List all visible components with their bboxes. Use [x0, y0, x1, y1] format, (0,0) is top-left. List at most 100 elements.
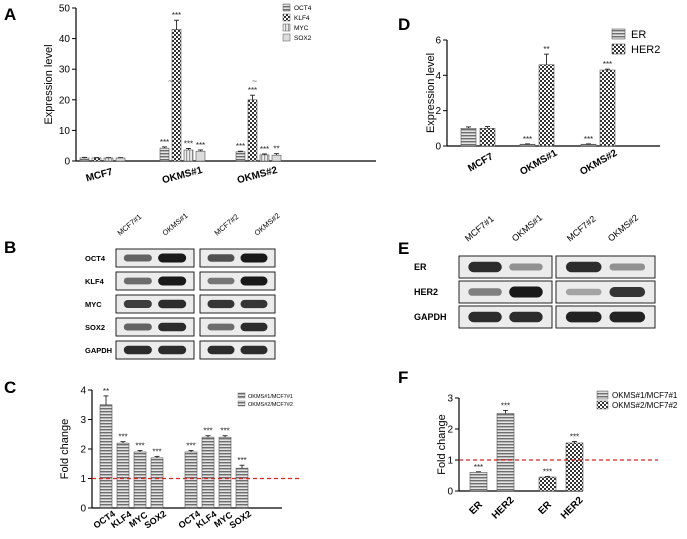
legend-swatch	[237, 400, 246, 407]
significance-label: ***	[118, 433, 127, 442]
bar	[201, 436, 215, 509]
blot-band	[123, 254, 152, 262]
panel-letter-b: B	[4, 238, 16, 257]
significance-label: ***	[220, 427, 229, 436]
y-tick-label: 6	[435, 36, 441, 47]
blot-band	[158, 276, 187, 286]
significance-label: ***	[237, 456, 246, 465]
y-tick-label: 2	[80, 445, 86, 456]
blot-column-label: OKMS#1	[161, 211, 190, 237]
x-category-label: HER2	[559, 495, 586, 522]
significance-label: **	[273, 145, 279, 154]
bar	[171, 29, 182, 162]
blot-band	[207, 254, 235, 262]
legend-swatch	[611, 28, 626, 40]
y-tick-label: 50	[59, 4, 71, 15]
blot-column-label: OKMS#2	[253, 211, 282, 237]
blot-band	[123, 323, 152, 331]
legend-label: OKMS#2/MCF7#2	[612, 401, 678, 410]
axis-break-mark: ~	[252, 76, 257, 86]
significance-label: ***	[474, 463, 483, 472]
blot-strip	[199, 340, 276, 360]
blot-band	[240, 276, 268, 286]
bar	[538, 476, 557, 492]
blot-band	[509, 311, 543, 323]
legend-swatch	[282, 13, 291, 22]
blot-column-label: OKMS#1	[510, 212, 544, 243]
blot-row-label: MYC	[85, 300, 102, 309]
blot-column-label: OKMS#2	[606, 212, 640, 243]
y-axis-label: Fold change	[59, 419, 71, 480]
significance-label: ***	[135, 441, 144, 450]
significance-label: **	[103, 387, 109, 396]
bar	[133, 451, 147, 509]
blot-band	[207, 323, 235, 331]
blot-strip	[115, 317, 195, 337]
significance-label: ***	[152, 447, 161, 456]
significance-label: ***	[236, 142, 245, 151]
blot-band	[609, 311, 646, 323]
bar	[235, 151, 246, 162]
blot-band	[240, 253, 268, 263]
blot-column-label: MCF7#1	[463, 214, 496, 244]
y-tick-label: 20	[59, 95, 71, 106]
blot-strip	[199, 294, 276, 314]
bar	[565, 442, 584, 492]
legend-swatch	[611, 43, 626, 55]
x-category-label: OKMS#2	[236, 165, 279, 186]
y-tick-label: 0	[64, 157, 70, 168]
legend-swatch	[282, 3, 291, 12]
bar	[103, 157, 114, 162]
bar	[460, 128, 477, 147]
y-tick-label: 40	[59, 34, 71, 45]
bar	[259, 154, 270, 162]
blot-band	[565, 261, 602, 273]
blot-band	[158, 253, 187, 263]
blot-band	[158, 299, 187, 309]
y-tick-label: 1	[447, 456, 453, 467]
blot-strip	[458, 255, 553, 279]
blot-row-label: KLF4	[85, 277, 105, 286]
y-tick-label: 4	[80, 386, 86, 397]
blot-band	[468, 288, 502, 296]
legend-swatch	[282, 23, 291, 32]
bar	[218, 436, 232, 509]
significance-label: ***	[172, 11, 181, 20]
x-category-label: ER	[467, 499, 485, 517]
blot-strip	[555, 255, 656, 279]
significance-label: ***	[260, 145, 269, 154]
significance-label: ***	[248, 86, 257, 95]
significance-label: ***	[160, 138, 169, 147]
y-tick-label: 4	[435, 71, 441, 82]
blot-band	[468, 311, 502, 323]
y-tick-label: 2	[435, 106, 441, 117]
blot-band	[240, 322, 268, 332]
significance-label: ***	[196, 141, 205, 150]
y-tick-label: 30	[59, 65, 71, 76]
blot-row-label: ER	[414, 262, 427, 272]
y-tick-label: 0	[435, 142, 441, 153]
significance-label: ***	[603, 60, 612, 69]
x-category-label: OKMS#2	[578, 148, 619, 178]
blot-band	[509, 286, 543, 298]
bar	[271, 154, 282, 162]
blot-row-label: HER2	[414, 287, 438, 297]
blot-band	[468, 261, 502, 273]
legend-swatch	[596, 400, 609, 410]
bar	[538, 64, 555, 147]
legend-label: OKMS#1/MCF7#1	[248, 394, 293, 400]
significance-label: ***	[523, 135, 532, 144]
y-axis-label: Expression level	[425, 53, 437, 133]
blot-band	[123, 345, 152, 355]
y-tick-label: 0	[80, 504, 86, 515]
x-category-label: OKMS#1	[518, 148, 559, 178]
blot-column-label: MCF7#2	[565, 214, 598, 244]
legend-swatch	[237, 392, 246, 399]
significance-label: **	[543, 45, 549, 54]
blot-band	[509, 263, 543, 271]
blot-row-label: SOX2	[85, 323, 105, 332]
significance-label: ***	[184, 139, 193, 148]
y-axis-label: Expression level	[43, 44, 55, 124]
